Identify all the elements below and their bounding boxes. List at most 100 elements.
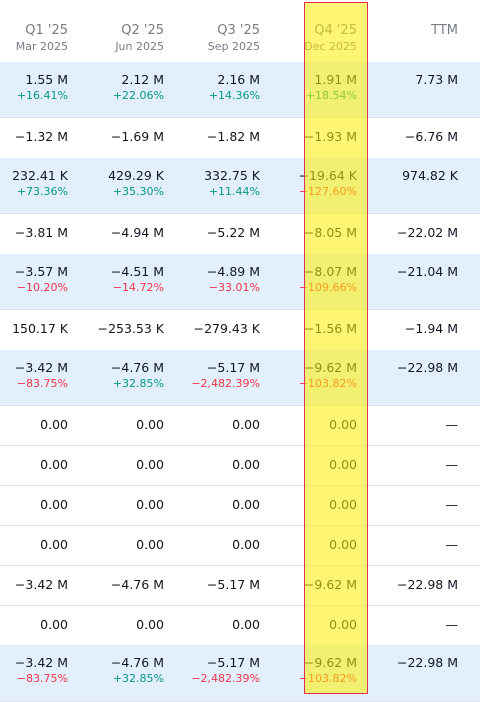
cell-value: −5.17 M <box>206 655 260 670</box>
table-row[interactable]: −3.81 M−4.94 M−5.22 M−8.05 M−22.02 M <box>0 213 480 255</box>
cell-value: −22.98 M <box>396 360 458 375</box>
cell-value: 0.00 <box>232 497 260 512</box>
column-header-4[interactable]: TTM <box>431 23 458 39</box>
table-cell: 2.12 M +22.06% <box>113 72 164 103</box>
cell-value: −3.81 M <box>14 225 68 240</box>
column-header-0[interactable]: Q1 '25 Mar 2025 <box>16 23 68 54</box>
table-cell: −5.17 M −2,482.39% <box>191 655 260 686</box>
cell-value: 0.00 <box>136 497 164 512</box>
table-cell: −3.42 M −83.75% <box>15 360 68 391</box>
table-header: Q1 '25 Mar 2025 Q2 '25 Jun 2025 Q3 '25 Sep 20… <box>0 0 480 63</box>
cell-value: −1.69 M <box>110 129 164 144</box>
table-cell: 0.00 <box>136 457 164 473</box>
cell-value: 7.73 M <box>415 72 458 87</box>
table-cell: 0.00 <box>232 617 260 633</box>
table-row[interactable]: −1.32 M−1.69 M−1.82 M−1.93 M−6.76 M <box>0 117 480 159</box>
cell-change-percent: −2,482.39% <box>191 377 260 390</box>
cell-value: 0.00 <box>136 617 164 632</box>
column-header-1[interactable]: Q2 '25 Jun 2025 <box>115 23 164 54</box>
table-cell: −22.98 M <box>397 655 458 671</box>
table-row[interactable]: −3.42 M −83.75% −4.76 M +32.85% −5.17 M −2,48… <box>0 350 480 406</box>
table-cell: −3.57 M −10.20% <box>15 264 68 295</box>
table-cell: −1.82 M <box>207 129 260 145</box>
table-row[interactable]: −3.57 M −10.20% −4.51 M −14.72% −4.89 M −33.0… <box>0 254 480 310</box>
cell-value: −4.89 M <box>206 264 260 279</box>
cell-value: 0.00 <box>232 617 260 632</box>
cell-change-percent: −83.75% <box>16 672 68 685</box>
table-cell: 0.00 <box>136 417 164 433</box>
column-quarter-label: TTM <box>431 23 458 38</box>
table-cell: −21.04 M <box>397 264 458 280</box>
table-cell: 974.82 K <box>402 168 458 184</box>
cell-change-percent: −14.72% <box>112 281 164 294</box>
column-quarter-label: Q3 '25 <box>217 23 260 38</box>
cell-value: −5.17 M <box>206 577 260 592</box>
table-cell: — <box>446 537 459 553</box>
cell-change-percent: +16.41% <box>16 89 68 102</box>
cell-value: 974.82 K <box>402 168 458 183</box>
table-cell: −3.42 M −83.75% <box>15 655 68 686</box>
table-cell: — <box>446 457 459 473</box>
column-date-label: Sep 2025 <box>207 40 260 53</box>
table-row[interactable]: 0.000.000.000.00— <box>0 445 480 486</box>
cell-value: −4.94 M <box>110 225 164 240</box>
table-cell: −1.69 M <box>111 129 164 145</box>
table-cell: 0.00 <box>232 497 260 513</box>
table-row[interactable]: 150.17 K−253.53 K−279.43 K−1.56 M−1.94 M <box>0 309 480 351</box>
table-cell: 0.00 <box>40 417 68 433</box>
cell-value: 232.41 K <box>12 168 68 183</box>
table-cell: — <box>446 617 459 633</box>
cell-change-percent: +22.06% <box>112 89 164 102</box>
table-row[interactable]: 0.000.000.000.00— <box>0 605 480 646</box>
table-cell: 429.29 K +35.30% <box>108 168 164 199</box>
table-row[interactable]: −3.42 M −83.75% −4.76 M +32.85% −5.17 M −2,48… <box>0 645 480 702</box>
table-row[interactable]: 0.000.000.000.00— <box>0 485 480 526</box>
table-cell: −22.98 M <box>397 360 458 376</box>
table-cell: 0.00 <box>136 497 164 513</box>
table-cell: −4.76 M +32.85% <box>111 360 164 391</box>
table-row[interactable]: −3.42 M−4.76 M−5.17 M−9.62 M−22.98 M <box>0 565 480 606</box>
cell-value: 1.55 M <box>25 72 68 87</box>
cell-value: 2.16 M <box>217 72 260 87</box>
table-cell: 7.73 M <box>415 72 458 88</box>
table-cell: 232.41 K +73.36% <box>12 168 68 199</box>
cell-value: −279.43 K <box>193 321 260 336</box>
cell-value: −4.76 M <box>110 577 164 592</box>
table-row[interactable]: 0.000.000.000.00— <box>0 525 480 566</box>
cell-value: −1.32 M <box>14 129 68 144</box>
table-cell: −4.76 M <box>111 577 164 593</box>
table-row[interactable]: 0.000.000.000.00— <box>0 405 480 446</box>
q4-column-highlight <box>304 2 368 694</box>
table-cell: 0.00 <box>40 537 68 553</box>
cell-value: 0.00 <box>40 457 68 472</box>
column-date-label: Mar 2025 <box>15 40 68 53</box>
cell-change-percent: +35.30% <box>112 185 164 198</box>
cell-value: −5.22 M <box>206 225 260 240</box>
column-header-2[interactable]: Q3 '25 Sep 2025 <box>208 23 260 54</box>
table-row[interactable]: 1.55 M +16.41% 2.12 M +22.06% 2.16 M +14.36% 1… <box>0 62 480 118</box>
cell-value: — <box>445 417 459 432</box>
cell-value: 0.00 <box>232 537 260 552</box>
table-cell: 150.17 K <box>12 321 68 337</box>
cell-change-percent: +11.44% <box>208 185 260 198</box>
table-cell: 0.00 <box>232 457 260 473</box>
table-cell: — <box>446 417 459 433</box>
cell-change-percent: −10.20% <box>16 281 68 294</box>
table-cell: 2.16 M +14.36% <box>209 72 260 103</box>
table-row[interactable]: 232.41 K +73.36% 429.29 K +35.30% 332.75 K +1… <box>0 158 480 214</box>
cell-value: — <box>445 617 459 632</box>
table-cell: 0.00 <box>40 497 68 513</box>
cell-value: −1.82 M <box>206 129 260 144</box>
table-cell: −1.32 M <box>15 129 68 145</box>
cell-value: −6.76 M <box>404 129 458 144</box>
table-cell: −5.17 M <box>207 577 260 593</box>
cell-value: 332.75 K <box>204 168 260 183</box>
cell-change-percent: −2,482.39% <box>191 672 260 685</box>
table-cell: −22.02 M <box>397 225 458 241</box>
cell-change-percent: +32.85% <box>112 672 164 685</box>
cell-change-percent: −83.75% <box>16 377 68 390</box>
cell-value: −253.53 K <box>97 321 164 336</box>
table-cell: −4.89 M −33.01% <box>207 264 260 295</box>
column-quarter-label: Q1 '25 <box>25 23 68 38</box>
cell-value: 429.29 K <box>108 168 164 183</box>
